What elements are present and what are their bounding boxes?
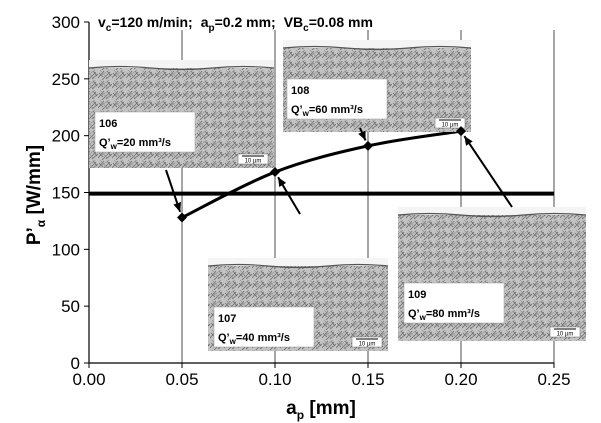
scale-bar-box (237, 153, 269, 165)
micrograph-107: 107 Q’w=40 mm³/s 10 µm (207, 258, 389, 351)
y-tick-label: 200 (52, 127, 80, 146)
sample-number: 107 (218, 313, 236, 325)
conditions-text: vc=120 m/min; ap=0.2 mm; VBc=0.08 mm (98, 14, 373, 34)
scale-bar-label: 10 µm (557, 332, 574, 338)
x-tick-label: 0.20 (444, 370, 477, 389)
sample-number: 108 (291, 85, 309, 97)
micrograph-106: 106 Q’w=20 mm³/s 10 µm (88, 60, 275, 168)
pointer-arrowhead (173, 202, 182, 212)
micrograph-109: 109 Q’w=80 mm³/s 10 µm (397, 207, 587, 341)
surface-edge (88, 65, 275, 71)
surface-band (398, 207, 586, 215)
micrograph-label-box (403, 282, 505, 324)
feed-rate-label: Q’w=80 mm³/s (408, 308, 480, 322)
surface-band (208, 258, 388, 266)
scale-bar-label: 10 µm (245, 159, 262, 165)
y-tick-label: 250 (52, 70, 80, 89)
data-point (177, 212, 187, 223)
sample-number: 106 (99, 118, 117, 130)
surface-edge (207, 263, 389, 269)
feed-rate-label: Q’w=20 mm³/s (99, 137, 171, 151)
series-group (181, 129, 462, 219)
data-point (363, 140, 373, 151)
sample-number: 109 (408, 289, 426, 301)
y-axis-title: P’α [W/mm] (24, 145, 48, 245)
surface-band (89, 60, 274, 68)
scale-bar-box (351, 336, 383, 348)
series-line (181, 129, 462, 219)
y-tick-label: 50 (61, 297, 80, 316)
x-tick-label: 0.05 (165, 370, 198, 389)
scale-bar-box (549, 326, 581, 338)
pointer-arrowhead (278, 177, 287, 187)
y-tick-label: 150 (52, 184, 80, 203)
surface-edge (282, 45, 472, 51)
scale-bar-label: 10 µm (442, 123, 459, 129)
micrograph-108: 108 Q’w=60 mm³/s 10 µm (282, 40, 472, 132)
marker-group (177, 126, 466, 223)
x-axis-title: ap [mm] (286, 398, 356, 422)
scale-bar-box (434, 117, 466, 129)
feed-rate-label: Q’w=40 mm³/s (218, 332, 290, 346)
micrograph-label-box (286, 78, 388, 120)
axis-ticks: 0.00 0.05 0.10 0.15 0.20 0.25 0 50 100 150 200 250 3… (52, 13, 571, 389)
micrograph-group: 106 Q’w=20 mm³/s 10 µm 107 Q’w=40 mm³/s 10 µm… (88, 40, 587, 351)
data-point (270, 167, 280, 178)
x-tick-label: 0.10 (258, 370, 291, 389)
x-tick-label: 0.15 (351, 370, 384, 389)
micrograph-label-box (94, 111, 196, 153)
arrow-group (165, 127, 513, 215)
pointer-arrow (463, 135, 513, 208)
y-tick-label: 300 (52, 13, 80, 32)
pointer-arrowhead (358, 130, 366, 141)
x-tick-label: 0.00 (72, 370, 105, 389)
pointer-arrowhead (464, 136, 473, 146)
y-tick-label: 100 (52, 240, 80, 259)
surface-band (283, 40, 471, 48)
x-tick-label: 0.25 (537, 370, 570, 389)
y-tick-label: 0 (71, 354, 80, 373)
feed-rate-label: Q’w=60 mm³/s (291, 104, 363, 118)
micrograph-label-box (213, 306, 315, 348)
data-point (456, 126, 466, 137)
scale-bar-label: 10 µm (359, 342, 376, 348)
surface-edge (397, 212, 587, 218)
